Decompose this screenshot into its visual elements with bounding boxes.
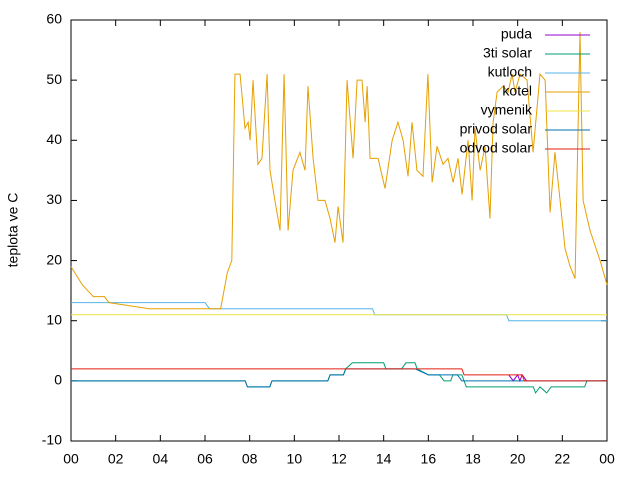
legend-label: odvod solar: [460, 140, 533, 156]
x-tick-label: 08: [242, 451, 258, 467]
x-tick-label: 20: [510, 451, 526, 467]
y-axis-label: teplota ve C: [5, 193, 21, 268]
series-line: [71, 368, 607, 382]
x-tick-label: 00: [599, 451, 615, 467]
legend-label: kotel: [502, 83, 532, 99]
y-tick-label: -10: [42, 432, 62, 448]
y-tick-label: 40: [46, 131, 62, 147]
series-line: [71, 302, 607, 322]
y-tick-label: 60: [46, 11, 62, 27]
x-tick-label: 00: [63, 451, 79, 467]
x-tick-label: 04: [153, 451, 169, 467]
legend-label: puda: [501, 26, 532, 42]
legend-label: 3ti solar: [483, 45, 532, 61]
y-tick-label: 50: [46, 71, 62, 87]
x-tick-label: 06: [197, 451, 213, 467]
x-tick-label: 10: [287, 451, 303, 467]
x-tick-label: 16: [421, 451, 437, 467]
legend-label: vymenik: [481, 102, 533, 118]
x-tick-label: 02: [108, 451, 124, 467]
legend-label: kutloch: [488, 64, 532, 80]
y-tick-label: 30: [46, 191, 62, 207]
y-tick-label: 20: [46, 251, 62, 267]
x-tick-label: 18: [465, 451, 481, 467]
x-tick-label: 22: [555, 451, 571, 467]
series-line: [71, 368, 607, 388]
series-line: [71, 362, 607, 394]
x-tick-label: 12: [331, 451, 347, 467]
y-tick-label: 10: [46, 311, 62, 327]
legend-label: privod solar: [460, 121, 533, 137]
series-line: [70, 32, 608, 310]
y-tick-label: 0: [54, 372, 62, 388]
x-tick-label: 14: [376, 451, 392, 467]
